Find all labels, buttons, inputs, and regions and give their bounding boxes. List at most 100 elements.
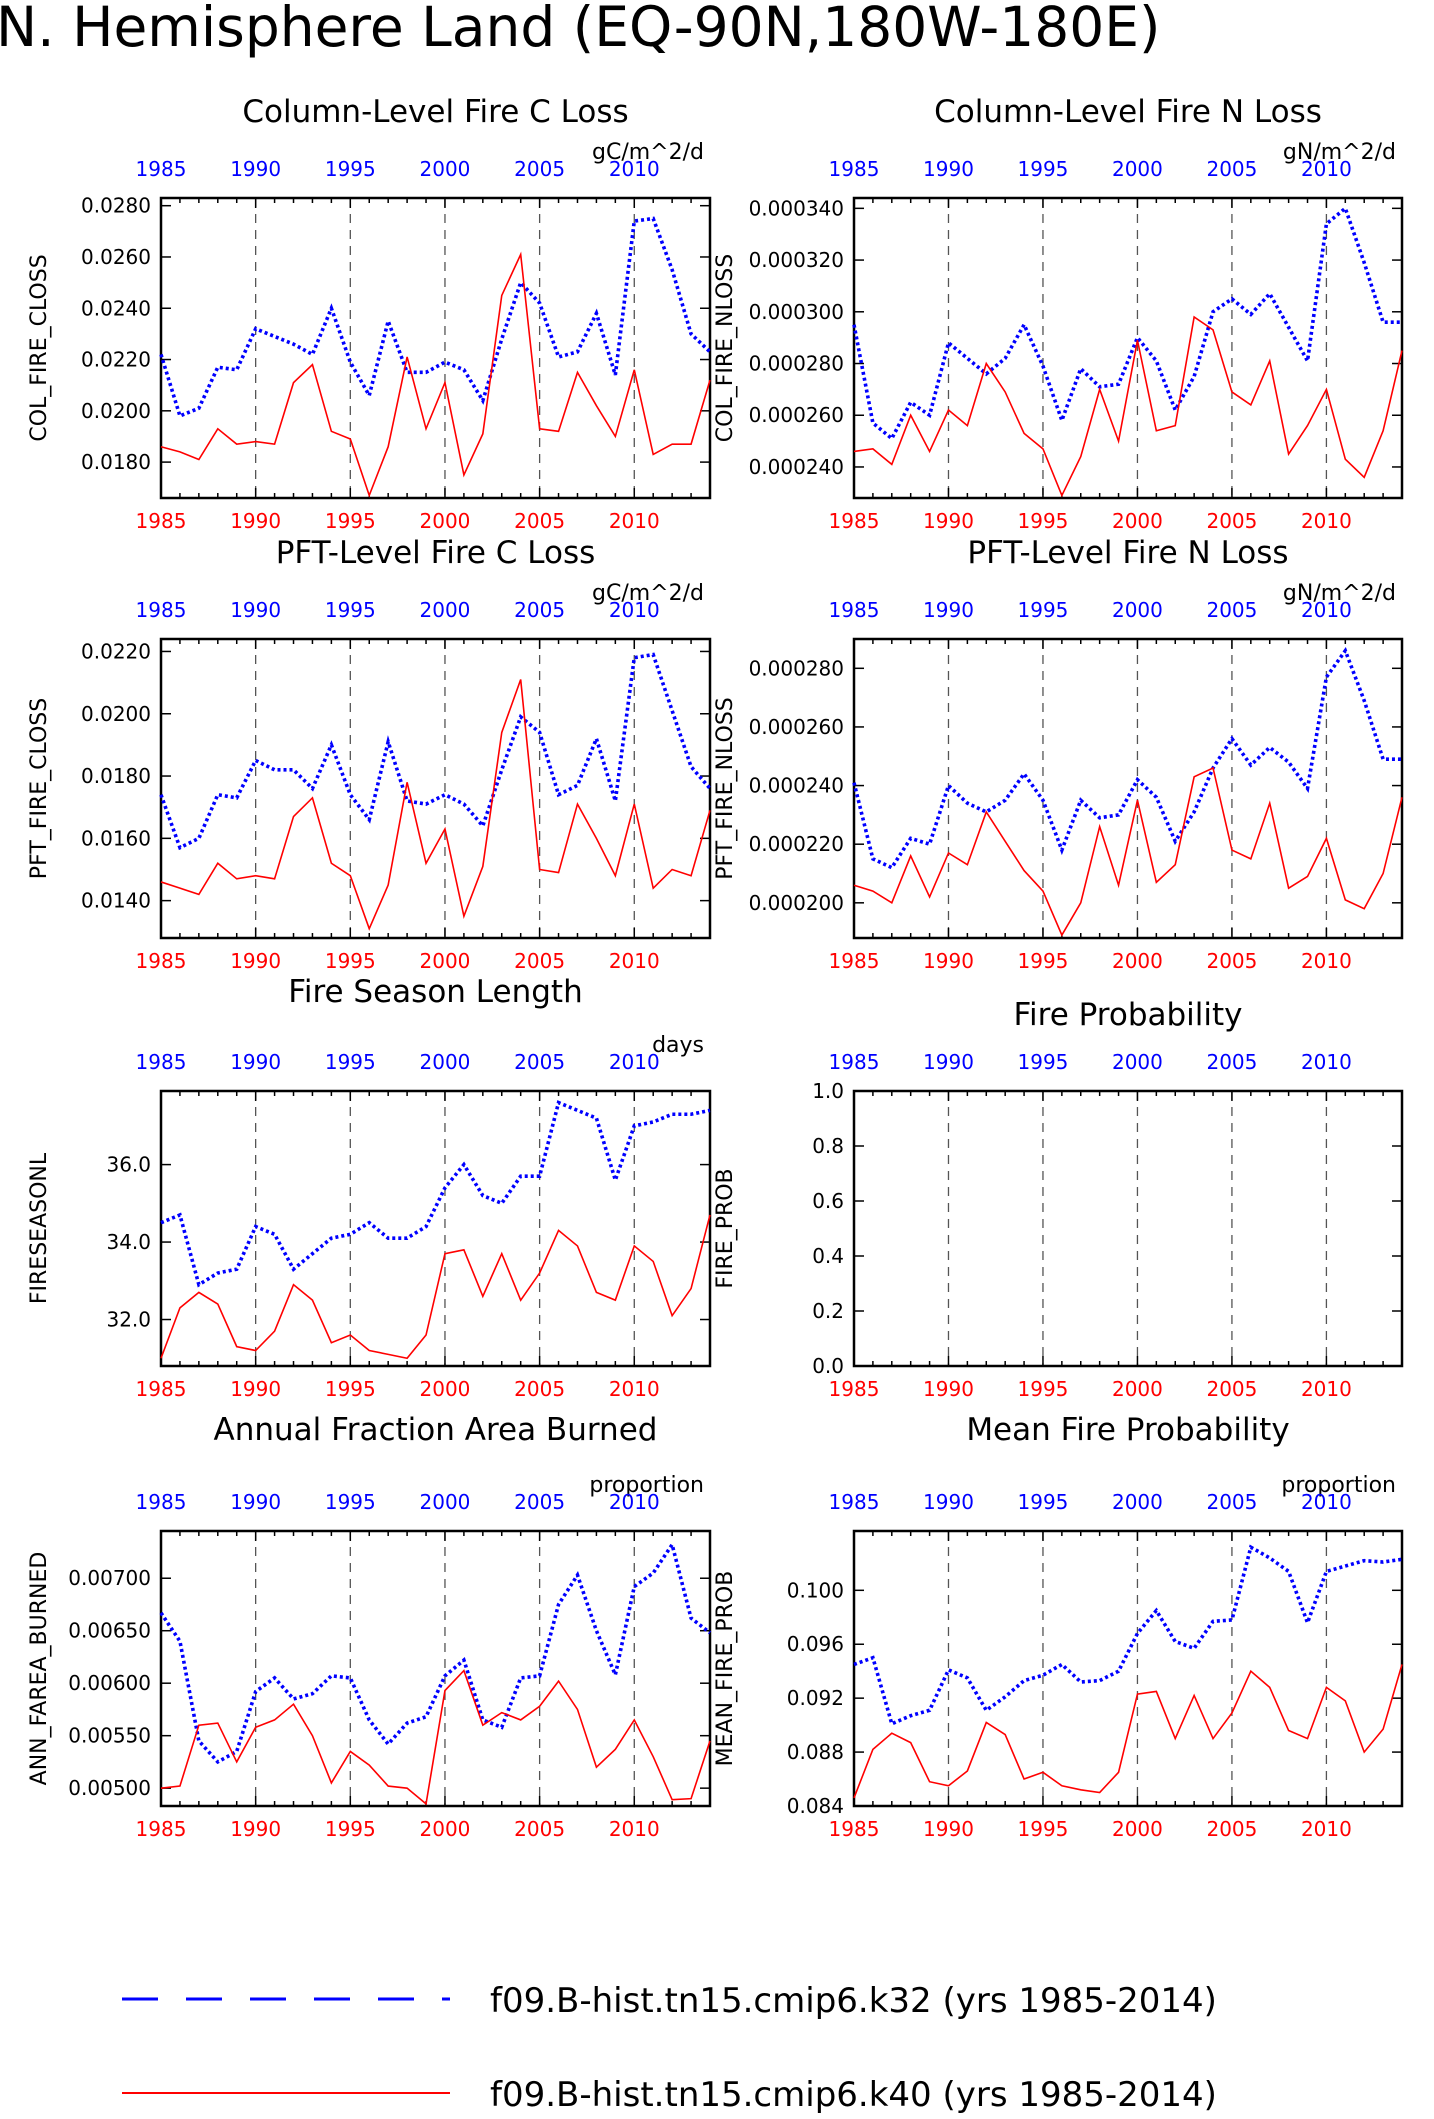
x-tick-label-top: 1985 [136,157,187,181]
units-label: gN/m^2/d [1283,140,1396,165]
x-tick-label-top: 1990 [923,1050,974,1074]
x-tick-label: 1985 [136,1817,187,1841]
y-tick-label: 0.000260 [749,715,844,739]
y-tick-label: 0.000200 [749,891,844,915]
y-tick-label: 0.000280 [749,656,844,680]
x-tick-label: 1990 [230,1817,281,1841]
x-tick-label-top: 2010 [1301,1050,1352,1074]
series-line-case1 [852,205,1402,442]
x-tick-label-top: 2005 [514,598,565,622]
x-tick-label-top: 2010 [1301,1490,1352,1514]
y-axis-label: ANN_FAREA_BURNED [27,1552,52,1786]
units-label: proportion [589,1473,704,1498]
y-axis-label: PFT_FIRE_CLOSS [27,698,52,879]
y-tick-label: 0.8 [812,1134,844,1158]
y-tick-label: 34.0 [106,1230,151,1254]
x-tick-label: 1985 [136,509,187,533]
x-tick-label-top: 2000 [1112,598,1163,622]
x-tick-label: 2010 [609,949,660,973]
plot-frame [852,1529,1404,1808]
x-tick-label: 1995 [325,1377,376,1401]
units-label: days [652,1033,704,1058]
series-line-case2 [160,1669,711,1806]
y-tick-label: 0.0180 [81,764,151,788]
x-tick-label-top: 1985 [829,1050,880,1074]
chart-title: PFT-Level Fire N Loss [967,535,1288,571]
y-tick-label: 0.084 [787,1794,844,1818]
x-tick-label-top: 1985 [136,1050,187,1074]
y-tick-label: 0.0 [812,1354,844,1378]
x-tick-label-top: 2000 [1112,1490,1163,1514]
x-tick-label-top: 1995 [1018,1490,1069,1514]
chart-title: Fire Season Length [288,974,582,1010]
x-tick-label-top: 2005 [1206,157,1257,181]
x-tick-label: 2010 [609,509,660,533]
x-tick-label-top: 1990 [230,1050,281,1074]
x-tick-label-top: 2010 [609,1490,660,1514]
x-tick-label-top: 1995 [1018,598,1069,622]
x-tick-label: 2000 [420,949,471,973]
x-tick-label-top: 1985 [136,1490,187,1514]
units-label: proportion [1281,1473,1396,1498]
x-tick-label: 2005 [1206,1817,1257,1841]
units-label: gN/m^2/d [1283,581,1396,606]
series-line-case2 [160,679,711,931]
series-line-case1 [159,216,712,419]
series-line-case2 [853,315,1403,498]
series-line-case1 [159,652,712,851]
x-tick-label: 2010 [1301,1817,1352,1841]
x-tick-label-top: 2005 [1206,1490,1257,1514]
x-tick-label: 1990 [923,509,974,533]
x-tick-label-top: 1990 [230,598,281,622]
series-line-case2 [853,1664,1403,1799]
plot-frame [159,196,712,500]
x-tick-label-top: 1995 [325,598,376,622]
x-tick-label-top: 2005 [1206,1050,1257,1074]
y-tick-label: 0.0220 [81,639,151,663]
x-tick-label-top: 2000 [1112,1050,1163,1074]
y-tick-label: 0.00500 [68,1776,151,1800]
y-tick-label: 0.000320 [749,248,844,272]
x-tick-label: 2010 [1301,949,1352,973]
y-tick-label: 1.0 [812,1079,844,1103]
y-axis-label: PFT_FIRE_NLOSS [713,697,738,879]
x-tick-label-top: 1985 [136,598,187,622]
x-tick-label: 2000 [1112,1817,1163,1841]
x-tick-label-top: 2000 [420,1050,471,1074]
series-line-case1 [853,1544,1403,1727]
x-tick-label-top: 2005 [514,157,565,181]
x-tick-label: 2010 [1301,1377,1352,1401]
series-line-case1 [160,1100,711,1288]
x-tick-label: 1995 [325,1817,376,1841]
x-tick-label-top: 2000 [420,157,471,181]
x-tick-label-top: 2010 [609,157,660,181]
x-tick-label-top: 2005 [514,1490,565,1514]
y-tick-label: 0.096 [787,1632,844,1656]
x-tick-label: 2000 [1112,949,1163,973]
y-tick-label: 0.000300 [749,300,844,324]
x-tick-label: 1985 [829,1817,880,1841]
x-tick-label: 1995 [1018,509,1069,533]
x-tick-label: 2000 [420,509,471,533]
x-tick-label: 1995 [325,949,376,973]
x-tick-label-top: 1990 [923,157,974,181]
x-tick-label-top: 1995 [325,1490,376,1514]
x-tick-label: 1985 [829,509,880,533]
x-tick-label: 2000 [1112,1377,1163,1401]
x-tick-label-top: 2005 [1206,598,1257,622]
x-tick-label: 1985 [829,949,880,973]
x-tick-label: 1990 [230,509,281,533]
x-tick-label: 1995 [1018,1377,1069,1401]
x-tick-label-top: 1985 [829,157,880,181]
y-tick-label: 0.0200 [81,399,151,423]
series-line-case1 [852,646,1402,870]
y-tick-label: 0.2 [812,1299,844,1323]
x-tick-label: 1985 [136,949,187,973]
x-tick-label: 2005 [1206,949,1257,973]
x-tick-label-top: 1995 [325,157,376,181]
chart-panel-1: Column-Level Fire C Loss gC/m^2/d 1985 1985… [27,94,712,533]
y-tick-label: 0.000240 [749,455,844,479]
x-tick-label: 1985 [136,1377,187,1401]
y-tick-label: 0.4 [812,1244,844,1268]
